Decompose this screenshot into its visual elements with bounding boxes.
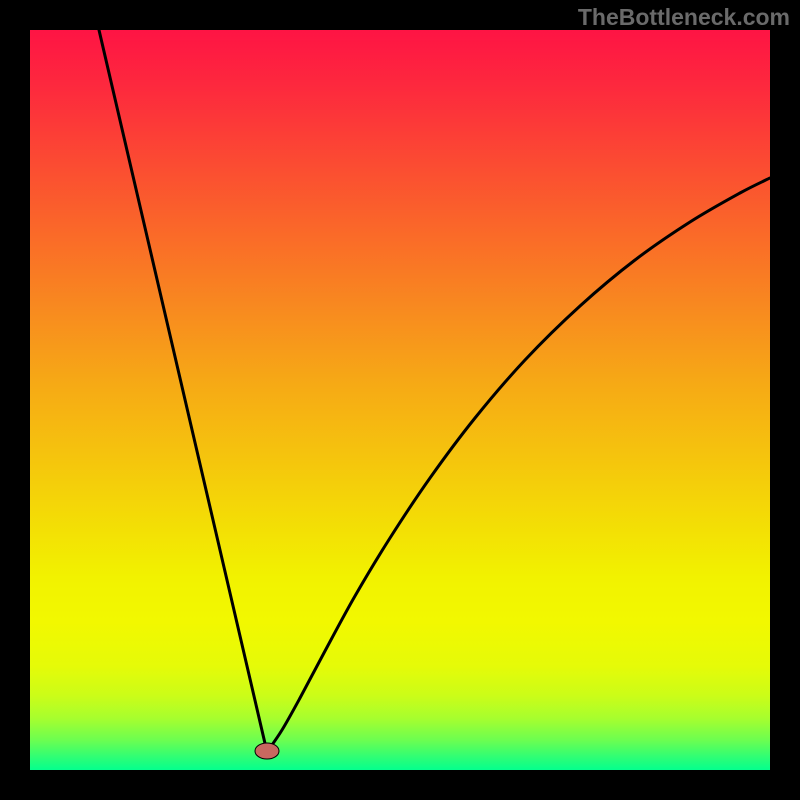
- curve-right-branch: [267, 178, 770, 752]
- trough-marker: [255, 743, 279, 759]
- chart-frame: TheBottleneck.com: [0, 0, 800, 800]
- plot-area: [30, 30, 770, 770]
- curve-left-branch: [99, 30, 267, 752]
- curve-layer: [30, 30, 770, 770]
- watermark-text: TheBottleneck.com: [578, 4, 790, 31]
